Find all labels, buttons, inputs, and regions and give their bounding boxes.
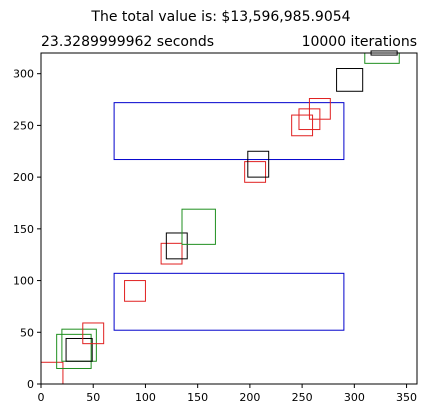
rect-red-11 <box>244 161 267 183</box>
y-tick-label-0: 0 <box>27 378 34 391</box>
rect-black-5 <box>65 337 93 362</box>
plot-frame <box>40 52 418 385</box>
rect-red-2 <box>40 361 64 385</box>
rect-black-9 <box>165 232 188 260</box>
y-tick-label-100: 100 <box>13 275 34 288</box>
y-tick-label-50: 50 <box>20 326 34 339</box>
y-tick-label-300: 300 <box>13 68 34 81</box>
chart-title: The total value is: $13,596,985.9054 <box>90 9 350 25</box>
x-tick-label-50: 50 <box>86 391 100 404</box>
y-tick-label-250: 250 <box>13 119 34 132</box>
rect-blue-1 <box>113 272 345 331</box>
x-tick-label-350: 350 <box>396 391 417 404</box>
x-tick-label-300: 300 <box>344 391 365 404</box>
y-tick-label-200: 200 <box>13 171 34 184</box>
rect-red-13 <box>291 114 314 137</box>
ticks-layer: 0 50 100 150 200 250 300 350 0 50 100 150 200 250 300 <box>13 68 417 404</box>
rect-red-8 <box>160 242 183 265</box>
x-tick-label-100: 100 <box>135 391 156 404</box>
rect-green-17 <box>364 52 400 64</box>
rect-black-16 <box>336 68 364 92</box>
rect-green-3 <box>56 333 92 369</box>
x-tick-label-0: 0 <box>38 391 45 404</box>
rect-red-7 <box>124 280 146 302</box>
rect-black-12 <box>247 150 270 178</box>
rectangles-layer <box>40 50 400 385</box>
x-tick-label-150: 150 <box>187 391 208 404</box>
rect-blue-0 <box>113 102 345 161</box>
rect-red-15 <box>308 98 331 120</box>
y-tick-label-150: 150 <box>13 223 34 236</box>
iterations-label: 10000 iterations <box>302 34 417 50</box>
rect-green-10 <box>181 208 216 245</box>
rect-red-6 <box>82 322 105 345</box>
elapsed-seconds-label: 23.3289999962 seconds <box>41 34 214 50</box>
x-tick-label-200: 200 <box>239 391 260 404</box>
x-tick-label-250: 250 <box>292 391 313 404</box>
